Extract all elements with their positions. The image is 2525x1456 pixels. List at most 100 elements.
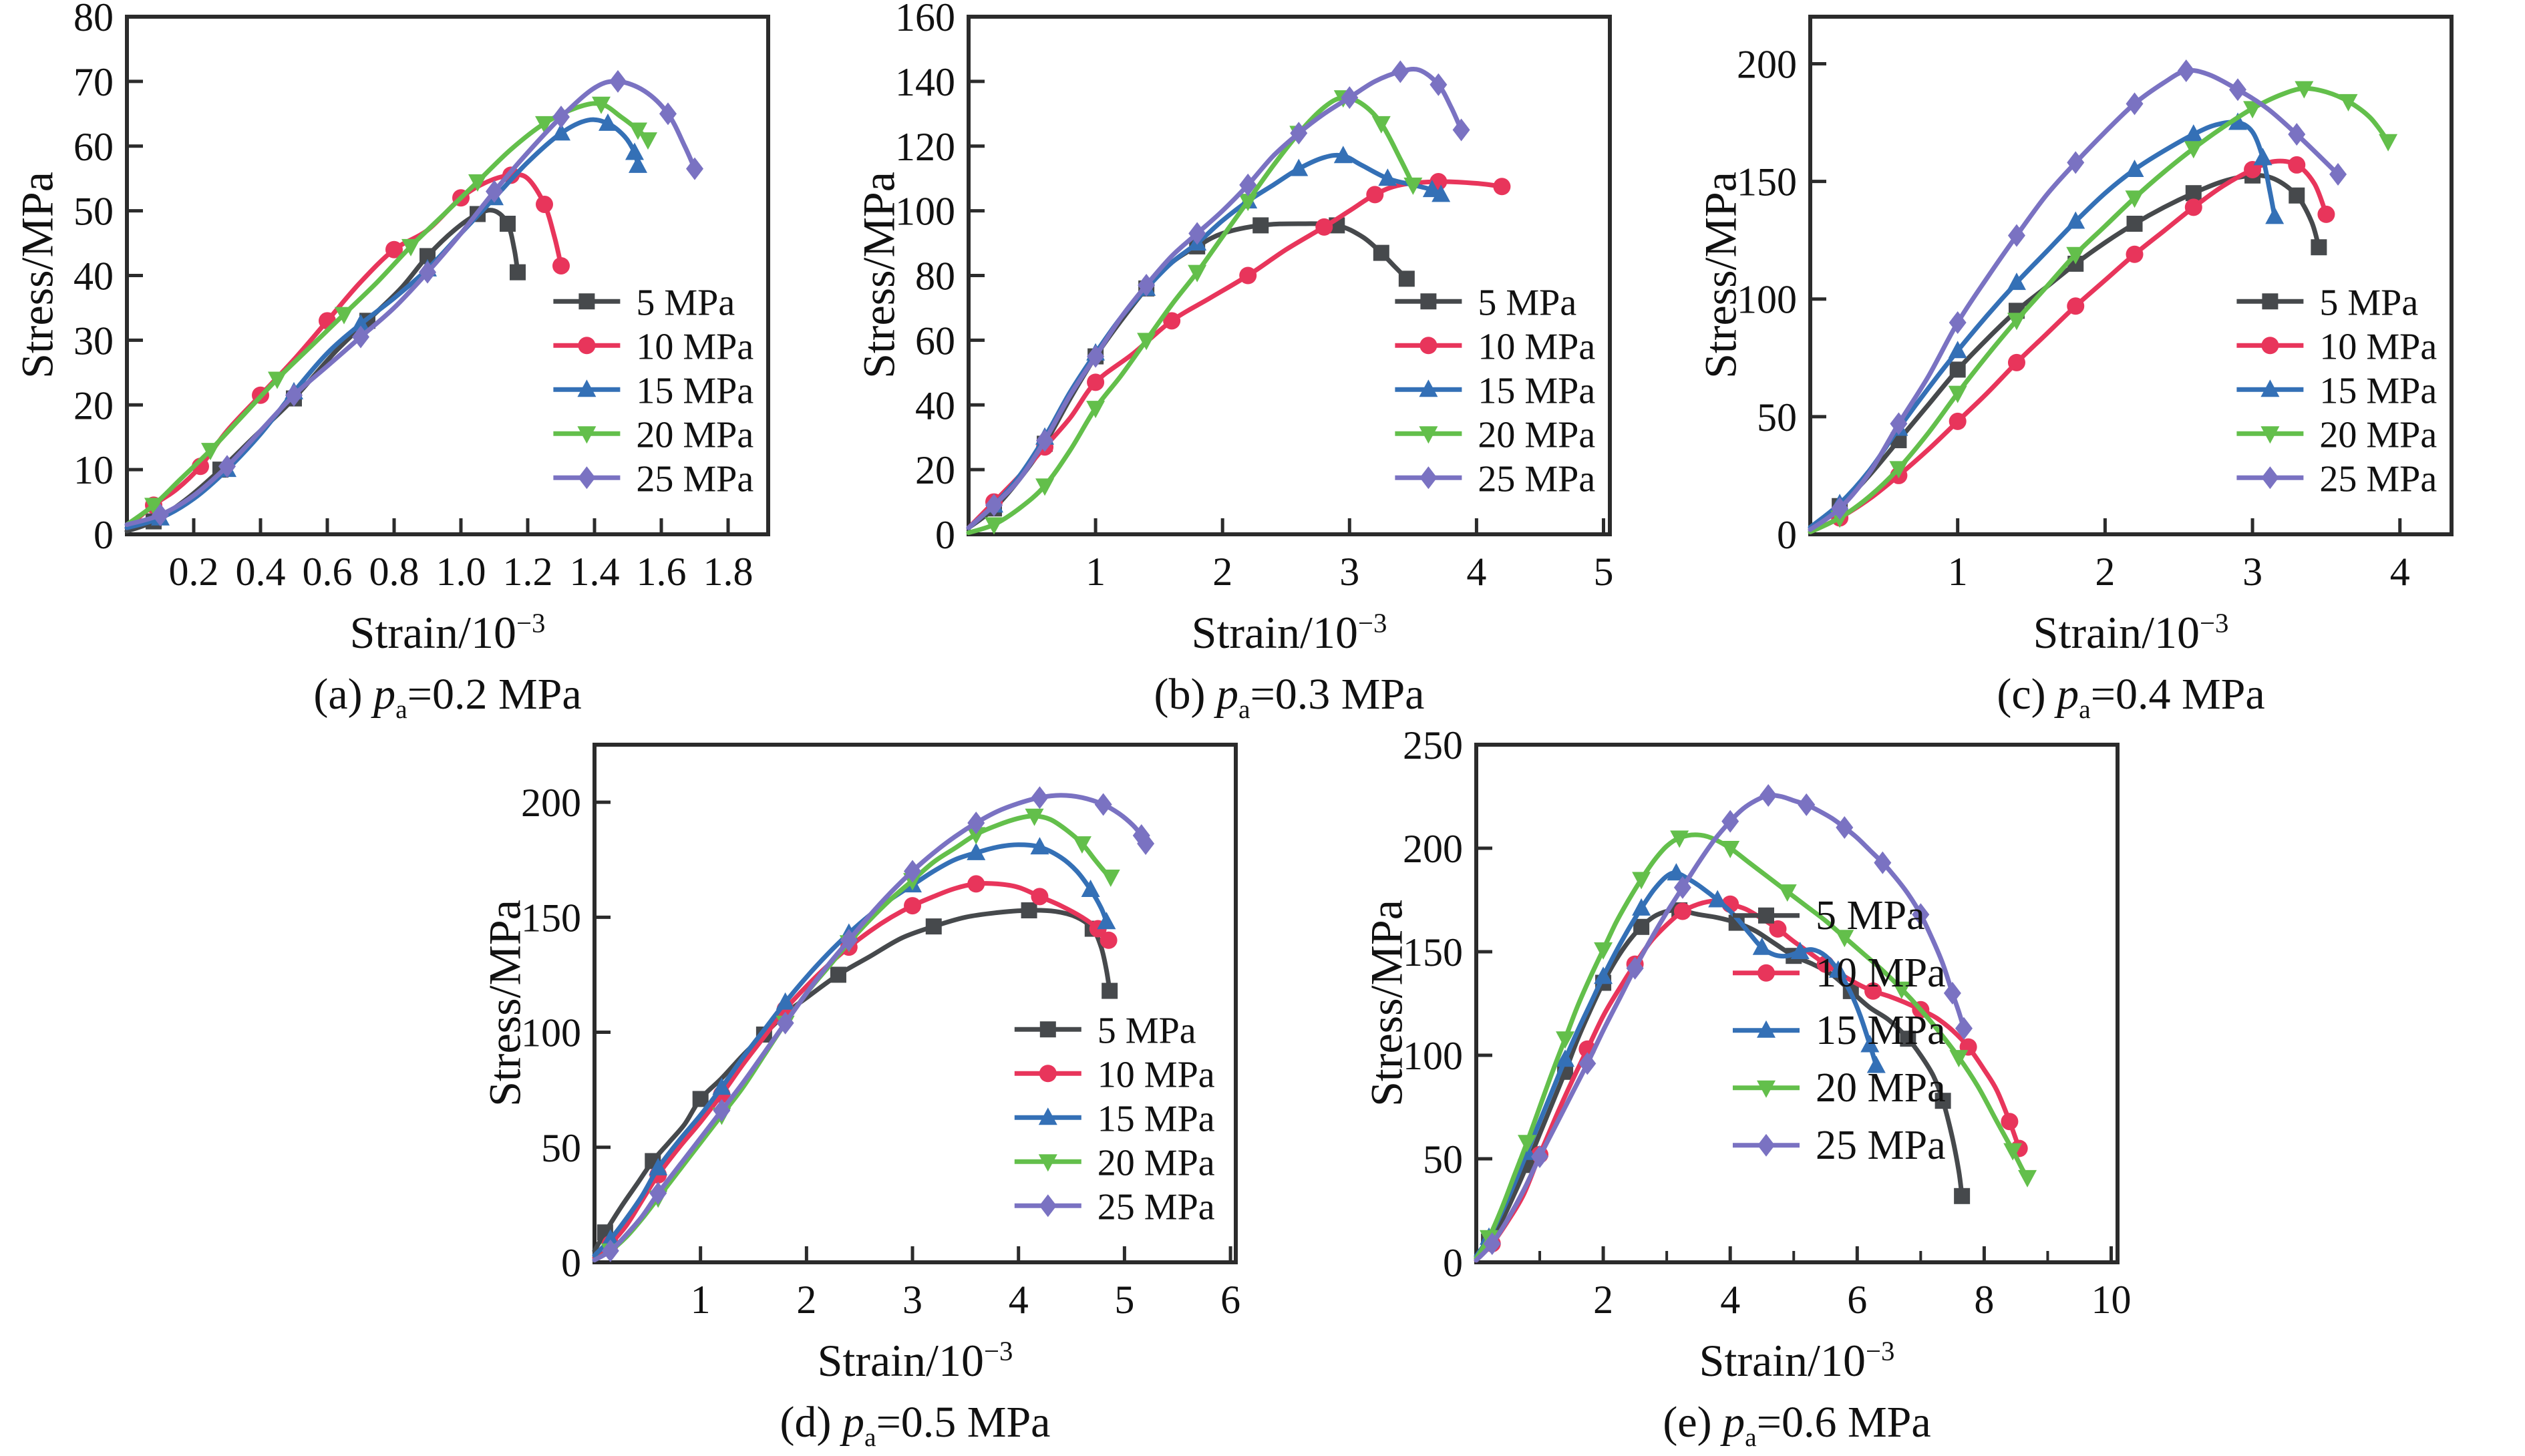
marker-5-mpa xyxy=(500,216,516,232)
marker-20-mpa xyxy=(1403,177,1423,195)
marker-25-mpa xyxy=(1138,274,1156,297)
marker-25-mpa xyxy=(713,1099,731,1122)
marker-15-mpa xyxy=(2260,379,2280,397)
marker-10-mpa xyxy=(578,337,596,355)
x-axis-label-exponent: −3 xyxy=(2199,608,2229,639)
marker-15-mpa xyxy=(1866,1055,1886,1073)
marker-15-mpa xyxy=(1790,942,1810,959)
marker-15-mpa xyxy=(1948,341,1967,359)
marker-15-mpa xyxy=(2265,206,2285,224)
caption-prefix: (d) xyxy=(780,1398,842,1447)
marker-10-mpa xyxy=(2001,1113,2019,1131)
marker-15-mpa xyxy=(1038,1107,1057,1125)
marker-5-mpa xyxy=(1252,217,1269,234)
marker-20-mpa xyxy=(577,426,597,444)
marker-10-mpa xyxy=(2007,353,2025,371)
marker-15-mpa xyxy=(351,314,370,332)
y-tick-label: 140 xyxy=(895,60,955,104)
y-tick-label: 200 xyxy=(1737,42,1797,86)
marker-5-mpa xyxy=(1954,1188,1971,1204)
marker-20-mpa xyxy=(2295,81,2314,99)
y-axis-label: Stress/MPa xyxy=(1361,900,1412,1107)
marker-20-mpa xyxy=(2125,190,2144,208)
x-axis-label-exponent: −3 xyxy=(983,1336,1013,1367)
marker-5-mpa xyxy=(1420,293,1437,310)
marker-10-mpa xyxy=(2288,156,2306,174)
marker-25-mpa xyxy=(486,180,503,203)
marker-10-mpa xyxy=(385,240,403,258)
marker-20-mpa xyxy=(1556,1031,1575,1049)
marker-25-mpa xyxy=(2007,224,2025,247)
marker-25-mpa xyxy=(1239,173,1257,196)
x-tick-label: 2 xyxy=(1212,550,1232,594)
marker-15-mpa xyxy=(1708,890,1727,908)
y-tick-label: 250 xyxy=(1403,728,1463,767)
marker-15-mpa xyxy=(1432,184,1451,202)
panel-caption: (c) pa=0.4 MPa xyxy=(1997,669,2264,725)
marker-25-mpa xyxy=(2261,466,2279,490)
x-tick-label: 2 xyxy=(1593,1278,1613,1322)
marker-25-mpa xyxy=(152,503,169,526)
marker-25-mpa xyxy=(1290,122,1308,145)
marker-5-mpa xyxy=(1758,907,1774,924)
marker-20-mpa xyxy=(1086,401,1106,419)
marker-25-mpa xyxy=(904,860,922,883)
marker-25-mpa xyxy=(2288,123,2306,146)
marker-20-mpa xyxy=(144,498,163,516)
x-tick-label: 1.4 xyxy=(570,550,620,594)
marker-25-mpa xyxy=(419,260,436,284)
x-tick-label: 1 xyxy=(691,1278,711,1322)
marker-25-mpa xyxy=(840,928,858,952)
y-tick-label: 100 xyxy=(521,1011,581,1055)
marker-15-mpa xyxy=(1419,379,1438,397)
marker-15-mpa xyxy=(1081,880,1100,897)
y-tick-label: 50 xyxy=(541,1126,581,1170)
marker-20-mpa xyxy=(2007,313,2026,331)
axes-border xyxy=(1474,743,2120,1264)
marker-20-mpa xyxy=(1025,808,1044,826)
marker-20-mpa xyxy=(1594,942,1613,960)
panel-a: 0.2 0.4 0.6 0.8 1.0 1.2 1.4 1.6 1.8 0 10 20 30 40 50 60… xyxy=(0,0,842,728)
y-tick-label: 80 xyxy=(915,254,955,299)
marker-10-mpa xyxy=(2067,297,2085,315)
marker-25-mpa xyxy=(1188,222,1206,245)
marker-10-mpa xyxy=(2126,245,2144,263)
x-tick-label: 6 xyxy=(1220,1278,1240,1322)
y-tick-label: 30 xyxy=(73,319,114,363)
marker-5-mpa xyxy=(692,1091,709,1107)
marker-15-mpa xyxy=(967,842,986,860)
marker-25-mpa xyxy=(1391,60,1409,83)
marker-20-mpa xyxy=(2066,246,2085,264)
series-line-20-mpa xyxy=(592,813,1114,1263)
marker-15-mpa xyxy=(1289,158,1309,176)
marker-20-mpa xyxy=(1670,830,1689,848)
marker-25-mpa xyxy=(1137,832,1155,856)
x-axis-label: Strain/10−3 xyxy=(1192,606,1387,659)
legend-label: 5 MPa xyxy=(1478,282,1576,323)
marker-15-mpa xyxy=(2228,112,2247,130)
marker-25-mpa xyxy=(2126,92,2144,116)
y-tick-label: 0 xyxy=(935,513,955,557)
marker-25-mpa xyxy=(285,383,303,407)
series-line-25-mpa xyxy=(966,67,1464,530)
y-tick-label: 150 xyxy=(521,896,581,940)
caption-subscript: a xyxy=(1238,695,1250,725)
caption-prefix: (b) xyxy=(1154,670,1216,719)
marker-20-mpa xyxy=(592,96,611,114)
marker-5-mpa xyxy=(2262,293,2279,310)
series-line-20-mpa xyxy=(1474,832,2030,1261)
y-tick-label: 50 xyxy=(73,190,114,234)
marker-25-mpa xyxy=(1912,903,1930,926)
x-tick-label: 4 xyxy=(2390,550,2410,594)
marker-20-mpa xyxy=(1238,194,1258,212)
x-tick-label: 2 xyxy=(2095,550,2115,594)
legend-label: 20 MPa xyxy=(1098,1142,1215,1184)
x-tick-label: 3 xyxy=(1339,550,1359,594)
marker-5-mpa xyxy=(1021,902,1037,918)
x-axis-label: Strain/10−3 xyxy=(350,606,546,659)
legend-label: 5 MPa xyxy=(2319,282,2418,323)
legend-label: 20 MPa xyxy=(1816,1065,1946,1111)
marker-25-mpa xyxy=(1874,851,1892,874)
marker-10-mpa xyxy=(1493,178,1511,196)
